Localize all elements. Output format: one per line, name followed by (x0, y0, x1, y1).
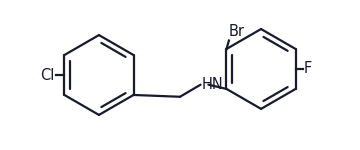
Text: Cl: Cl (40, 68, 55, 82)
Text: F: F (304, 61, 312, 76)
Text: Br: Br (229, 24, 245, 39)
Text: HN: HN (201, 76, 223, 92)
